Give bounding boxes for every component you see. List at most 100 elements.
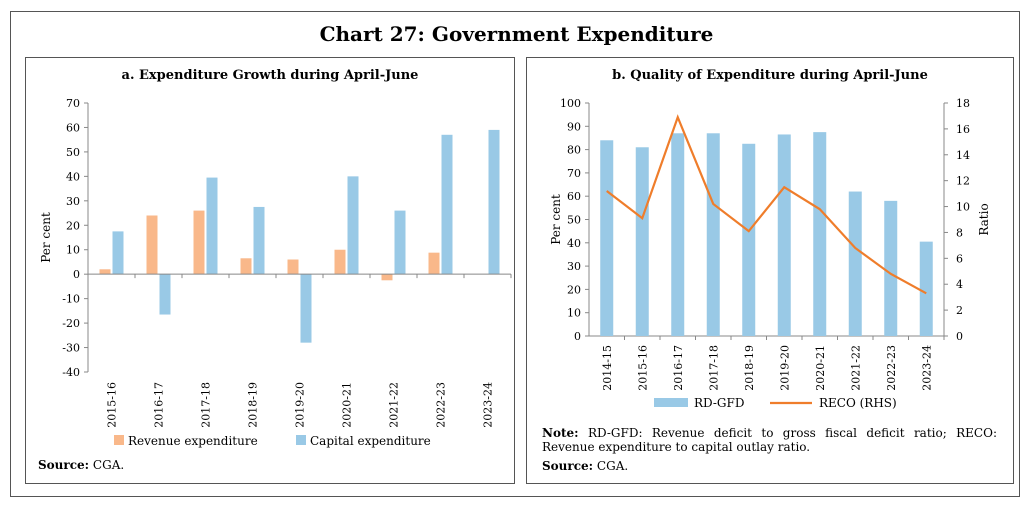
chart-a-legend-swatch <box>114 435 124 445</box>
chart-b-bar <box>706 133 720 336</box>
chart-a-bar <box>300 274 312 343</box>
chart-a-title: a. Expenditure Growth during April-June <box>122 68 419 83</box>
chart-b-y2-tick-label: 4 <box>956 278 963 291</box>
chart-a-bar <box>428 252 440 275</box>
chart-b-bar <box>635 147 649 336</box>
chart-a-bar <box>347 176 359 275</box>
chart-b-title: b. Quality of Expenditure during April-J… <box>612 68 928 83</box>
chart-a-y-tick-label: -10 <box>62 293 80 306</box>
chart-a-y-tick-label: 40 <box>66 170 80 183</box>
panel-expenditure-quality: b. Quality of Expenditure during April-J… <box>526 57 1014 484</box>
chart-b-note-label: Note: <box>542 426 579 440</box>
chart-main-title: Chart 27: Government Expenditure <box>319 22 714 46</box>
chart-b-bar <box>884 200 898 336</box>
chart-b-x-tick-label: 2018-19 <box>743 345 756 391</box>
chart-b-x-tick-label: 2019-20 <box>778 345 791 391</box>
chart-b-bar <box>919 241 933 336</box>
chart-a-y-tick-label: 70 <box>66 97 80 110</box>
chart-b-legend-label: RD-GFD <box>694 396 744 410</box>
chart-b-y-tick-label: 70 <box>567 167 581 180</box>
panel-expenditure-growth: a. Expenditure Growth during April-June 7… <box>25 57 515 484</box>
chart-b-y-tick-label: 80 <box>567 144 581 157</box>
chart-a-source-text: CGA. <box>92 458 125 472</box>
chart-a-bar <box>287 259 299 275</box>
chart-a-x-tick-label: 2020-21 <box>341 382 354 428</box>
chart-a-y-tick-label: 60 <box>66 121 80 134</box>
chart-b-y2-tick-label: 6 <box>956 252 963 265</box>
chart-b-y-tick-label: 50 <box>567 214 581 227</box>
chart-a-bar <box>206 177 218 275</box>
chart-b-svg: b. Quality of Expenditure during April-J… <box>549 68 991 410</box>
chart-a-bar <box>441 134 453 275</box>
chart-a-bar <box>146 215 158 275</box>
chart-a-ylabel: Per cent <box>39 212 53 263</box>
chart-a-y-tick-label: 0 <box>73 268 80 281</box>
chart-a-bar <box>240 258 252 275</box>
chart-b-y2-tick-label: 16 <box>956 123 970 136</box>
chart-a-x-tick-label: 2023-24 <box>482 382 495 428</box>
chart-b-x-tick-label: 2016-17 <box>672 345 685 391</box>
chart-a-y-tick-label: -20 <box>62 317 80 330</box>
chart-b-x-tick-label: 2020-21 <box>814 345 827 391</box>
chart-a-y-tick-label: -40 <box>62 366 80 379</box>
chart-a-x-tick-label: 2015-16 <box>106 382 119 428</box>
chart-b-y-tick-label: 0 <box>574 330 581 343</box>
chart-b-legend-swatch <box>654 398 688 407</box>
chart-b-y2-tick-label: 0 <box>956 330 963 343</box>
chart-b-y2label: Ratio <box>977 203 991 235</box>
chart-b-y-tick-label: 10 <box>567 307 581 320</box>
chart-b-y-tick-label: 90 <box>567 120 581 133</box>
chart-b-x-tick-label: 2023-24 <box>920 345 933 391</box>
chart-b-bar <box>777 134 791 336</box>
chart-b-y2-tick-label: 14 <box>956 149 970 162</box>
chart-a-x-tick-label: 2022-23 <box>435 382 448 428</box>
chart-b-y-tick-label: 30 <box>567 260 581 273</box>
chart-a-bar <box>159 274 171 315</box>
chart-b-note-text: RD-GFD: Revenue deficit to gross fiscal … <box>542 426 997 454</box>
chart-b-legend-label: RECO (RHS) <box>819 396 897 410</box>
chart-b-y-tick-label: 100 <box>560 97 581 110</box>
chart-b-reco-line <box>606 114 927 295</box>
chart-b-note: Note: RD-GFD: Revenue deficit to gross f… <box>542 426 997 454</box>
chart-a-source-label: Source: <box>38 458 90 472</box>
chart-a-y-tick-label: 20 <box>66 219 80 232</box>
chart-a-x-tick-label: 2017-18 <box>200 382 213 428</box>
chart-a-x-tick-label: 2019-20 <box>294 382 307 428</box>
chart-b-bar <box>671 133 685 336</box>
chart-b-x-tick-label: 2017-18 <box>707 345 720 391</box>
chart-a-bar <box>112 231 124 275</box>
chart-a-bar <box>334 249 346 275</box>
chart-a-source: Source: CGA. <box>38 458 124 472</box>
chart-b-x-tick-label: 2014-15 <box>601 345 614 391</box>
chart-a-bar <box>253 206 265 275</box>
chart-a-legend-label: Capital expenditure <box>310 434 431 448</box>
chart-a-x-tick-label: 2018-19 <box>247 382 260 428</box>
chart-a-y-tick-label: 10 <box>66 244 80 257</box>
chart-b-y-tick-label: 20 <box>567 283 581 296</box>
chart-b-y2-tick-label: 12 <box>956 175 970 188</box>
chart-b-source: Source: CGA. <box>542 459 628 473</box>
chart-b-y2-tick-label: 10 <box>956 201 970 214</box>
chart-a-bar <box>394 210 406 275</box>
chart-a-legend-swatch <box>296 435 306 445</box>
chart-b-bar <box>742 143 756 336</box>
chart-b-y2-tick-label: 2 <box>956 304 963 317</box>
chart-frame <box>10 11 1020 497</box>
chart-a-y-tick-label: -30 <box>62 342 80 355</box>
chart-a-x-tick-label: 2021-22 <box>388 382 401 428</box>
chart-b-x-tick-label: 2022-23 <box>885 345 898 391</box>
chart-b-bar <box>848 191 862 336</box>
chart-b-bar <box>813 132 827 336</box>
chart-a-x-tick-label: 2016-17 <box>153 382 166 428</box>
chart-a-bar <box>99 269 111 275</box>
chart-b-y2-tick-label: 18 <box>956 97 970 110</box>
chart-a-legend-label: Revenue expenditure <box>128 434 258 448</box>
chart-a-svg: a. Expenditure Growth during April-June 7… <box>39 68 512 448</box>
chart-b-ylabel: Per cent <box>549 194 563 245</box>
chart-b-source-text: CGA. <box>596 459 629 473</box>
chart-a-bar <box>488 129 500 275</box>
chart-a-y-tick-label: 50 <box>66 146 80 159</box>
chart-a-bar <box>381 274 393 281</box>
chart-a-bar <box>193 210 205 275</box>
chart-b-x-tick-label: 2015-16 <box>636 345 649 391</box>
